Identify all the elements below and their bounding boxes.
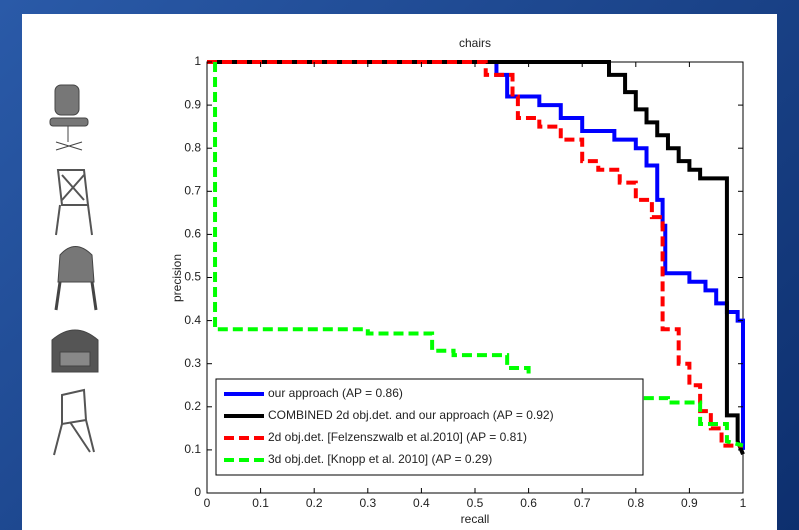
y-tick-label: 0.7 xyxy=(184,183,201,197)
legend-box xyxy=(215,378,644,476)
x-tick-label: 1 xyxy=(740,496,747,510)
chair-icon xyxy=(51,329,99,373)
y-tick-label: 0.5 xyxy=(184,270,201,284)
y-tick-label: 0.3 xyxy=(184,356,201,370)
chair-icon xyxy=(53,388,95,456)
series-line xyxy=(207,60,745,450)
y-tick-label: 0.6 xyxy=(184,227,201,241)
y-tick-label: 1 xyxy=(194,54,201,68)
y-tick-label: 0.9 xyxy=(184,97,201,111)
x-tick-label: 0.1 xyxy=(252,496,269,510)
x-tick-label: 0.2 xyxy=(306,496,323,510)
legend: our approach (AP = 0.86) COMBINED 2d obj.… xyxy=(215,378,644,476)
series-line xyxy=(207,60,745,455)
x-tick-label: 0.8 xyxy=(627,496,644,510)
x-tick-label: 0.7 xyxy=(574,496,591,510)
x-axis-label: recall xyxy=(461,512,490,526)
x-tick-label: 0.6 xyxy=(520,496,537,510)
chair-icon xyxy=(54,246,98,311)
y-axis-label: precision xyxy=(170,254,184,302)
legend-label: 2d obj.det. [Felzenszwalb et al.2010] (A… xyxy=(268,430,527,444)
y-tick-label: 0.8 xyxy=(184,140,201,154)
x-tick-label: 0.9 xyxy=(681,496,698,510)
y-tick-label: 0 xyxy=(194,485,201,499)
series-line xyxy=(207,60,743,448)
y-tick-label: 0.1 xyxy=(184,442,201,456)
chair-icons xyxy=(49,84,99,456)
x-tick-label: 0 xyxy=(204,496,211,510)
x-tick-label: 0.5 xyxy=(467,496,484,510)
x-tick-label: 0.3 xyxy=(359,496,376,510)
legend-label: COMBINED 2d obj.det. and our approach (A… xyxy=(268,408,554,422)
legend-label: our approach (AP = 0.86) xyxy=(268,386,403,400)
legend-label: 3d obj.det. [Knopp et al. 2010] (AP = 0.… xyxy=(268,452,492,466)
chair-icon xyxy=(49,84,89,151)
chair-icon xyxy=(55,169,93,236)
chart-title: chairs xyxy=(459,36,491,50)
y-tick-label: 0.2 xyxy=(184,399,201,413)
y-tick-label: 0.4 xyxy=(184,313,201,327)
x-tick-label: 0.4 xyxy=(413,496,430,510)
